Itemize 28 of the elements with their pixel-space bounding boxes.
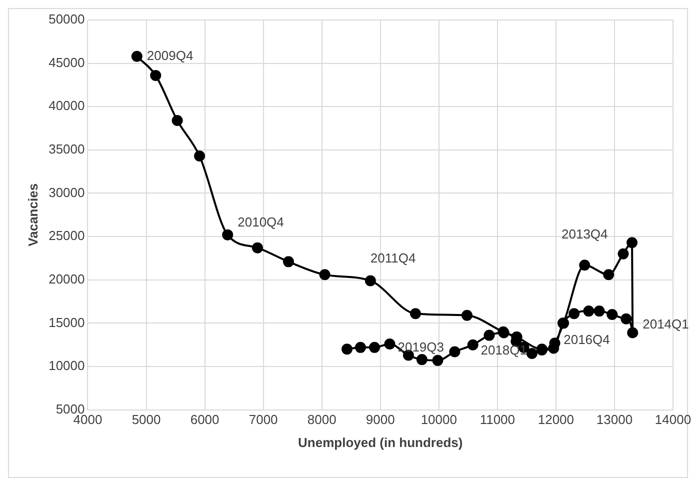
x-axis-title: Unemployed (in hundreds) <box>298 434 463 450</box>
x-tick-label: 12000 <box>538 412 574 428</box>
annotation: 2016Q4 <box>564 332 610 347</box>
y-tick-label: 25000 <box>48 228 85 244</box>
y-tick-label: 35000 <box>48 142 85 157</box>
x-tick-label: 7000 <box>248 412 278 428</box>
y-axis-title: Vacancies <box>25 183 40 246</box>
x-tick-label: 13000 <box>596 412 633 428</box>
x-tick-label: 6000 <box>190 412 220 428</box>
y-tick-label: 20000 <box>48 271 85 286</box>
x-tick-label: 8000 <box>307 412 336 428</box>
y-tick-label: 15000 <box>48 314 85 330</box>
y-tick-label: 10000 <box>48 358 85 374</box>
y-tick-label: 45000 <box>48 54 85 70</box>
y-tick-label: 40000 <box>48 98 85 114</box>
annotation: 2014Q1 <box>642 316 689 332</box>
y-tick-label: 30000 <box>48 184 85 200</box>
annotation: 2013Q4 <box>561 226 608 242</box>
annotation: 2009Q4 <box>146 48 194 63</box>
x-tick-label: 11000 <box>480 412 516 428</box>
x-tick-label: 9000 <box>366 412 395 428</box>
annotation: 2010Q4 <box>238 214 284 230</box>
x-tick-label: 10000 <box>420 412 457 428</box>
annotation: 2011Q4 <box>370 250 416 266</box>
x-tick-label: 5000 <box>132 412 161 428</box>
x-tick-label: 14000 <box>654 412 692 428</box>
y-tick-label: 50000 <box>48 12 85 27</box>
annotation: 2019Q3 <box>398 340 444 355</box>
